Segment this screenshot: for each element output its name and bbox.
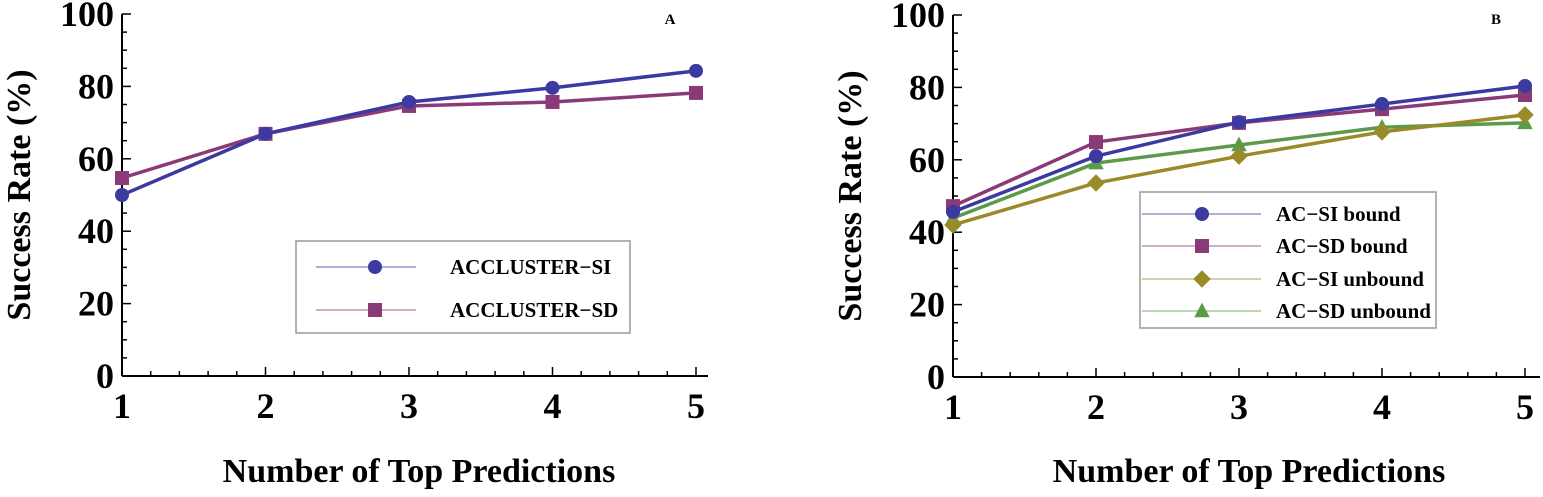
y-tick-label: 20 bbox=[78, 284, 114, 324]
data-point bbox=[944, 216, 962, 234]
legend-marker-square-icon bbox=[368, 303, 382, 317]
legend-marker-diamond-icon bbox=[1193, 270, 1211, 288]
legend-label: AC−SI bound bbox=[1276, 202, 1401, 226]
x-tick-label: 3 bbox=[400, 386, 418, 426]
legend-label: ACCLUSTER−SI bbox=[450, 255, 611, 279]
legend-marker-triangle-icon bbox=[1194, 302, 1210, 318]
legend-label: AC−SI unbound bbox=[1276, 267, 1424, 291]
y-tick-label: 40 bbox=[78, 211, 114, 251]
x-tick-label: 1 bbox=[944, 387, 962, 427]
y-tick-label: 0 bbox=[927, 357, 945, 397]
data-point bbox=[258, 126, 273, 141]
chart-a: 0 20 40 60 80 100 1 2 3 4 5 Number of Top Predictio… bbox=[1, 0, 708, 490]
y-tick-label: 40 bbox=[909, 212, 945, 252]
legend-marker-circle-icon bbox=[368, 260, 382, 274]
data-point bbox=[545, 80, 560, 95]
data-point bbox=[1087, 174, 1105, 192]
y-tick-label: 0 bbox=[96, 356, 114, 396]
data-point bbox=[1232, 115, 1246, 130]
data-point bbox=[402, 94, 416, 109]
series-group bbox=[944, 78, 1534, 234]
legend-label: AC−SD bound bbox=[1276, 234, 1408, 258]
data-point bbox=[1516, 106, 1534, 124]
chart-b: 0 20 40 60 80 100 1 2 3 4 5 Number of Top Predictio… bbox=[832, 0, 1540, 490]
x-tick-label: 5 bbox=[1516, 387, 1534, 427]
x-tick-label: 4 bbox=[544, 386, 562, 426]
data-point bbox=[1375, 97, 1389, 112]
y-axis-title: Success Rate (%) bbox=[1, 69, 38, 320]
x-tick-label: 1 bbox=[113, 386, 131, 426]
x-axis-title: Number of Top Predictions bbox=[1053, 453, 1446, 490]
data-point bbox=[1089, 149, 1103, 164]
y-tick-label: 100 bbox=[891, 0, 945, 35]
series-line-0 bbox=[121, 69, 697, 197]
data-point bbox=[115, 188, 129, 202]
data-point bbox=[115, 170, 129, 185]
y-tick-label: 80 bbox=[78, 66, 114, 106]
x-tick-label: 2 bbox=[1087, 387, 1105, 427]
legend-marker-circle-icon bbox=[1195, 207, 1209, 221]
data-point bbox=[1089, 135, 1103, 150]
panel-label: A bbox=[665, 12, 676, 28]
panel-label: B bbox=[1491, 12, 1501, 28]
x-tick-label: 5 bbox=[687, 386, 705, 426]
y-axis-title: Success Rate (%) bbox=[832, 70, 869, 321]
legend-box bbox=[295, 240, 631, 334]
y-tick-label: 80 bbox=[909, 67, 945, 107]
data-point bbox=[689, 63, 703, 78]
data-point bbox=[545, 94, 560, 109]
x-tick-label: 4 bbox=[1373, 387, 1391, 427]
data-point bbox=[946, 204, 960, 219]
y-tick-label: 100 bbox=[60, 0, 114, 34]
x-tick-label: 3 bbox=[1230, 387, 1248, 427]
y-tick-label: 60 bbox=[78, 139, 114, 179]
x-axis-title: Number of Top Predictions bbox=[223, 453, 616, 490]
data-point bbox=[1518, 78, 1532, 93]
legend: ACCLUSTER−SI ACCLUSTER−SD bbox=[295, 240, 631, 334]
y-tick-label: 20 bbox=[909, 285, 945, 325]
legend: AC−SI bound AC−SD bound AC−SI unbound AC−SD… bbox=[1139, 191, 1437, 329]
legend-marker-square-icon bbox=[1195, 239, 1209, 253]
x-tick-label: 2 bbox=[257, 386, 275, 426]
y-tick-label: 60 bbox=[909, 140, 945, 180]
data-point bbox=[1373, 123, 1391, 141]
data-point bbox=[1231, 136, 1247, 152]
data-point bbox=[1230, 147, 1248, 165]
data-point bbox=[689, 85, 703, 100]
series-group bbox=[115, 63, 703, 202]
legend-label: ACCLUSTER−SD bbox=[450, 298, 618, 322]
legend-label: AC−SD unbound bbox=[1276, 299, 1431, 323]
